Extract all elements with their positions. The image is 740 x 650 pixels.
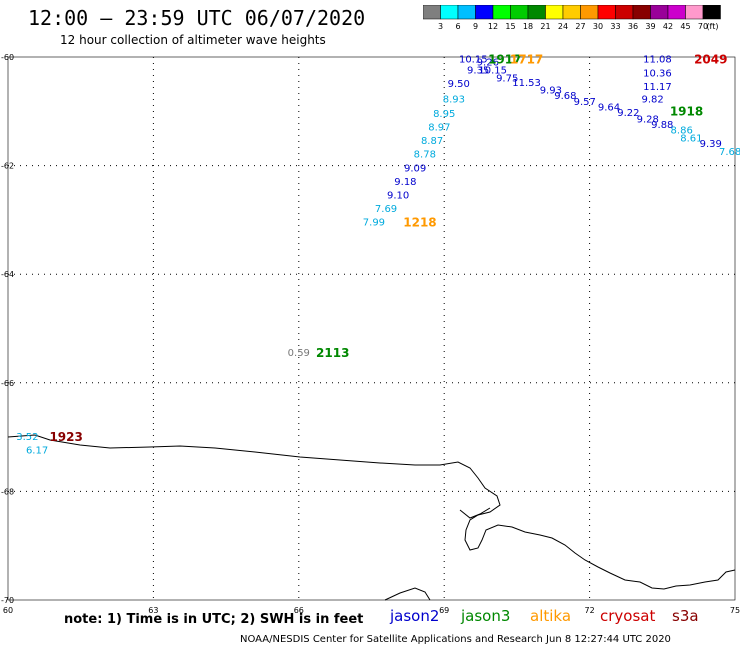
footnote: note: 1) Time is in UTC; 2) SWH is in fe… [64, 612, 364, 627]
lat-tick-label: -60 [1, 53, 14, 62]
pass-time-label: 2113 [316, 346, 349, 360]
coastline [7, 434, 736, 590]
pass-time-label: 1917 [488, 53, 521, 67]
color-scale: 3 6 9 12 15 18 21 24 27 30 33 36 39 42 45 70(ft) [423, 5, 721, 31]
map-frame [7, 56, 736, 601]
wave-height-label: 8.61 [680, 133, 702, 144]
wave-height-label: 9.68 [554, 91, 576, 102]
lat-tick-label: -68 [1, 487, 14, 496]
scale-tick-label: 33 [610, 22, 620, 31]
lat-tick-label: -70 [1, 596, 14, 605]
scale-tick-label: 21 [540, 22, 550, 31]
scale-tick-label: 3 [438, 22, 443, 31]
legend-s3a: s3a [672, 607, 699, 625]
wave-height-label: 7.99 [363, 218, 385, 229]
wave-height-label: 3.52 [16, 432, 38, 443]
pass-time-label: 1918 [670, 104, 703, 118]
wave-height-label: 8.93 [443, 94, 465, 105]
coastline-inlet [384, 587, 431, 601]
scale-unit-label: (ft) [706, 22, 718, 31]
legend-jason2: jason2 [390, 607, 440, 625]
scale-tick-label: 24 [558, 22, 568, 31]
wave-height-label: 9.22 [617, 108, 639, 119]
lat-tick-label: -64 [1, 270, 14, 279]
scale-tick-label: 30 [593, 22, 603, 31]
wave-height-label: 8.97 [428, 123, 450, 134]
wave-height-label: 11.08 [643, 55, 672, 66]
credit-line: NOAA/NESDIS Center for Satellite Applica… [240, 634, 671, 645]
legend-altika: altika [530, 607, 572, 625]
pass-time-label: 1923 [49, 430, 82, 444]
wave-height-label: 9.64 [598, 102, 620, 113]
wave-height-label: 9.57 [574, 97, 596, 108]
lon-tick-label: 60 [3, 606, 13, 615]
wave-height-label: 9.39 [700, 139, 722, 150]
wave-height-label: 9.75 [496, 74, 518, 85]
wave-height-label: 9.18 [394, 177, 416, 188]
wave-height-label: 11.53 [512, 78, 541, 89]
scale-tick-label: 39 [645, 22, 655, 31]
scale-tick-label: 9 [473, 22, 478, 31]
wave-height-label: 9.50 [448, 79, 470, 90]
wave-height-label: 10.15 [478, 66, 507, 77]
lon-tick-label: 69 [439, 606, 449, 615]
legend-jason3: jason3 [461, 607, 511, 625]
wave-height-label: 9.09 [404, 163, 426, 174]
scale-tick-label: 15 [505, 22, 515, 31]
page-title: 12:00 – 23:59 UTC 06/07/2020 [28, 6, 366, 30]
wave-height-label: 7.68 [719, 147, 740, 158]
wave-height-label: 9.26 [477, 57, 499, 68]
scale-tick-label: 18 [523, 22, 533, 31]
scale-tick-label: 36 [628, 22, 638, 31]
wave-height-label: 11.17 [643, 82, 672, 93]
lon-tick-label: 63 [148, 606, 158, 615]
lon-tick-label: 72 [585, 606, 595, 615]
scale-tick-label: 45 [680, 22, 690, 31]
wave-height-label: 9.93 [540, 86, 562, 97]
wave-height-label: 0.59 [288, 348, 310, 359]
wave-height-label: 7.69 [375, 204, 397, 215]
wave-height-label: 10.36 [643, 68, 672, 79]
wave-height-label: 9.10 [387, 190, 409, 201]
scale-swatch [702, 5, 721, 20]
wave-height-label: 8.87 [421, 136, 443, 147]
page-subtitle: 12 hour collection of altimeter wave hei… [60, 33, 326, 47]
wave-height-label: 9.35 [467, 66, 489, 77]
wave-height-label: 9.82 [641, 94, 663, 105]
wave-height-label: 8.95 [433, 109, 455, 120]
scale-tick-label: 70 [698, 22, 708, 31]
scale-tick-label: 6 [455, 22, 460, 31]
scale-tick-label: 12 [488, 22, 498, 31]
lon-tick-label: 66 [294, 606, 304, 615]
scale-tick-label: 42 [663, 22, 673, 31]
pass-time-label: 1218 [403, 216, 436, 230]
coastline-detail [459, 507, 491, 519]
scale-tick-label: 27 [575, 22, 585, 31]
wave-height-label: 6.17 [26, 446, 48, 457]
lat-tick-label: -62 [1, 162, 14, 171]
lon-tick-label: 75 [730, 606, 740, 615]
pass-time-label: 2049 [694, 53, 727, 67]
legend-cryosat: cryosat [600, 607, 656, 625]
wave-height-label: 10.15 [459, 55, 488, 66]
lat-tick-label: -66 [1, 379, 14, 388]
wave-height-label: 8.86 [671, 125, 693, 136]
wave-height-label: 9.88 [651, 120, 673, 131]
wave-height-label: 8.78 [414, 150, 436, 161]
wave-height-label: 9.28 [637, 114, 659, 125]
pass-time-label: 1717 [510, 53, 543, 67]
